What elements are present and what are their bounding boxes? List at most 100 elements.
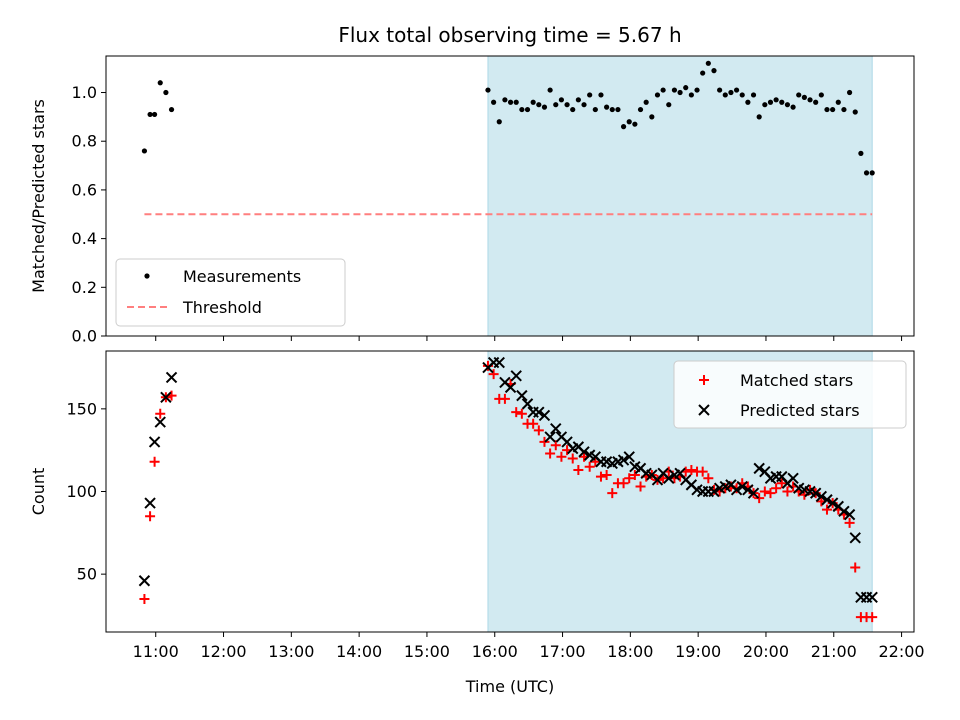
measurement-point xyxy=(587,92,593,98)
measurement-point xyxy=(779,99,785,105)
predicted-stars-point xyxy=(538,409,551,422)
matched-stars-point xyxy=(539,436,550,447)
measurement-point xyxy=(491,99,497,105)
measurement-point xyxy=(700,70,706,76)
measurement-point xyxy=(524,106,531,113)
measurement-point xyxy=(671,87,678,93)
predicted-stars-point xyxy=(843,508,856,521)
measurement-point xyxy=(485,87,491,93)
measurement-point xyxy=(564,102,570,108)
predicted-stars-point xyxy=(510,370,522,382)
matched-stars-point xyxy=(782,486,793,497)
predicted-stars-point xyxy=(730,484,743,496)
matched-stars-point xyxy=(754,493,765,504)
measurement-point xyxy=(863,170,870,176)
predicted-stars-point xyxy=(550,422,562,435)
measurement-point xyxy=(541,104,548,110)
measurement-point xyxy=(688,92,694,98)
measurement-point xyxy=(632,121,638,127)
matched-stars-point xyxy=(590,456,601,467)
measurement-point xyxy=(717,87,723,93)
measurement-point xyxy=(869,170,875,176)
matched-stars-point xyxy=(821,504,832,515)
predicted-stars-point xyxy=(826,497,839,509)
count-legend-box xyxy=(673,360,907,429)
measurement-point xyxy=(157,80,163,86)
matched-stars-point xyxy=(850,562,861,573)
measurement-point xyxy=(660,87,666,93)
chart-title: Flux total observing time = 5.67 h xyxy=(338,23,681,47)
ratio-y-tick-label: 1.0 xyxy=(72,83,97,102)
matched-stars-point xyxy=(533,425,544,436)
matched-stars-point xyxy=(149,456,160,467)
x-axis-label: Time (UTC) xyxy=(465,677,554,696)
matched-stars-point xyxy=(759,486,770,497)
legend-measurements-marker xyxy=(144,273,150,279)
x-tick-label: 15:00 xyxy=(404,642,450,661)
measurement-point xyxy=(151,111,158,118)
measurement-point xyxy=(666,102,672,108)
measurement-point xyxy=(575,97,581,103)
count-y-tick-label: 50 xyxy=(77,565,97,584)
predicted-stars-point xyxy=(154,416,166,428)
matched-stars-point xyxy=(624,473,635,484)
predicted-stars-point xyxy=(521,398,534,410)
measurement-point xyxy=(507,99,514,105)
predicted-stars-point xyxy=(623,451,635,463)
matched-stars-point xyxy=(607,488,618,499)
matched-stars-point xyxy=(601,469,612,480)
matched-stars-point xyxy=(516,408,527,419)
matched-stars-point xyxy=(145,511,156,522)
matched-stars-point xyxy=(595,471,606,482)
x-tick-label: 20:00 xyxy=(743,642,789,661)
predicted-stars-point xyxy=(747,487,760,499)
measurement-point xyxy=(762,102,768,108)
ratio-panel: 0.0 0.2 0.4 0.6 0.8 1.0 Matched/Predicted star… xyxy=(29,55,915,346)
count-y-tick-label: 150 xyxy=(66,399,97,418)
x-tick-label: 16:00 xyxy=(472,642,518,661)
ratio-legend: Measurements Threshold xyxy=(115,258,346,327)
predicted-stars-point xyxy=(144,497,156,509)
measurement-point xyxy=(609,106,615,113)
matched-stars-point xyxy=(867,612,878,623)
legend-measurements-label: Measurements xyxy=(183,267,301,286)
measurement-point xyxy=(807,97,813,103)
matched-stars-point xyxy=(528,418,539,429)
measurement-point xyxy=(722,92,728,98)
predicted-stars-point xyxy=(821,494,833,506)
measurement-point xyxy=(519,106,525,113)
ratio-y-tick-label: 0.6 xyxy=(72,180,97,199)
matched-stars-point xyxy=(545,448,556,459)
predicted-stars-point xyxy=(663,472,675,484)
measurement-point xyxy=(767,99,774,105)
matched-stars-point xyxy=(550,440,561,451)
measurement-point xyxy=(163,89,169,96)
measurement-point xyxy=(649,114,655,120)
measurement-point xyxy=(581,102,587,108)
measurement-point xyxy=(547,87,553,93)
measurement-point xyxy=(705,60,711,66)
count-y-tick-label: 100 xyxy=(66,482,97,501)
measurement-point xyxy=(168,106,175,113)
measurement-point xyxy=(841,106,847,113)
ratio-y-axis-label: Matched/Predicted stars xyxy=(29,99,48,293)
measurement-point xyxy=(835,99,841,105)
x-tick-label: 19:00 xyxy=(675,642,721,661)
measurement-point xyxy=(141,148,148,154)
measurement-point xyxy=(728,89,734,96)
measurement-point xyxy=(694,87,700,93)
measurement-point xyxy=(801,94,807,100)
measurement-point xyxy=(570,106,576,113)
predicted-stars-point xyxy=(493,356,505,369)
predicted-stars-point xyxy=(138,575,151,587)
measurement-point xyxy=(626,119,632,125)
x-tick-label: 11:00 xyxy=(133,642,179,661)
ratio-y-tick-label: 0.2 xyxy=(72,278,97,297)
measurement-point xyxy=(824,106,830,113)
measurement-point xyxy=(637,106,644,113)
matched-stars-point xyxy=(155,408,166,419)
x-tick-label: 14:00 xyxy=(336,642,382,661)
ratio-y-tick-label: 0.0 xyxy=(72,327,97,346)
measurement-point xyxy=(733,87,740,93)
x-tick-label: 21:00 xyxy=(811,642,857,661)
